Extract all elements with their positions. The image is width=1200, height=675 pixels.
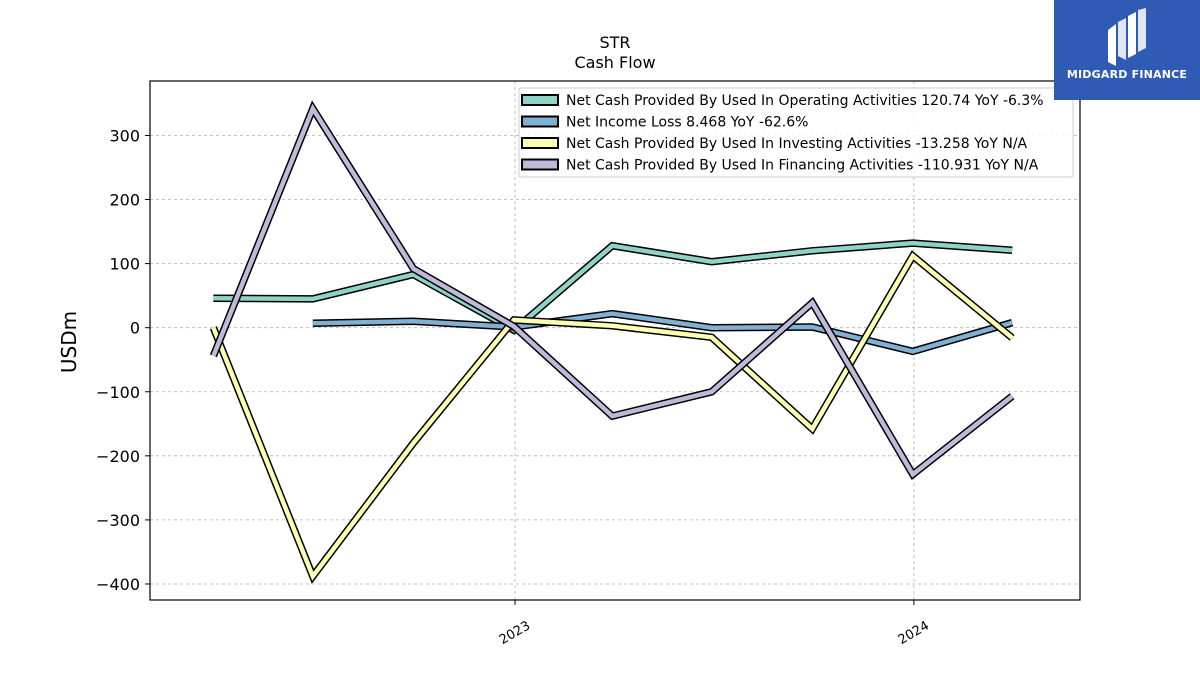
legend-swatch-2 <box>521 115 559 128</box>
legend-box <box>518 87 1074 178</box>
y-tick-label: 100 <box>109 255 140 274</box>
y-tick-label: −300 <box>96 511 140 530</box>
series-line-4 <box>211 103 1014 478</box>
legend-swatch-1 <box>521 94 559 106</box>
legend: Net Cash Provided By Used In Operating A… <box>518 87 1074 178</box>
x-tick-label: 2024 <box>896 618 932 648</box>
x-axis: 2023 2024 <box>497 600 932 648</box>
legend-swatch-4 <box>521 158 559 171</box>
legend-label-3: Net Cash Provided By Used In Investing A… <box>566 136 1028 152</box>
y-axis-label: USDm <box>57 311 81 373</box>
y-tick-label: −400 <box>96 575 140 594</box>
logo-text: MIDGARD FINANCE <box>1066 68 1188 81</box>
chart-title: STR <box>599 33 630 52</box>
plot-frame <box>149 80 1081 601</box>
series-line-1 <box>213 240 1013 333</box>
y-axis: −400 −300 −200 −100 0 100 200 300 <box>96 126 150 594</box>
x-tick-label: 2023 <box>497 618 533 648</box>
y-tick-label: 300 <box>109 126 140 145</box>
series-line-3 <box>211 252 1014 581</box>
chart-subtitle: Cash Flow <box>574 53 655 72</box>
legend-label-2: Net Income Loss 8.468 YoY -62.6% <box>566 115 808 131</box>
legend-label-1: Net Cash Provided By Used In Operating A… <box>566 93 1044 109</box>
y-tick-label: −200 <box>96 447 140 466</box>
legend-label-4: Net Cash Provided By Used In Financing A… <box>566 158 1039 174</box>
y-tick-label: 0 <box>130 319 140 338</box>
series-line-2 <box>312 311 1013 354</box>
y-tick-label: 200 <box>109 191 140 210</box>
y-tick-label: −100 <box>96 383 140 402</box>
legend-swatch-3 <box>521 137 559 149</box>
midgard-m-icon <box>1108 8 1146 66</box>
series-layer <box>209 100 1015 584</box>
midgard-finance-logo: MIDGARD FINANCE <box>1054 0 1200 100</box>
